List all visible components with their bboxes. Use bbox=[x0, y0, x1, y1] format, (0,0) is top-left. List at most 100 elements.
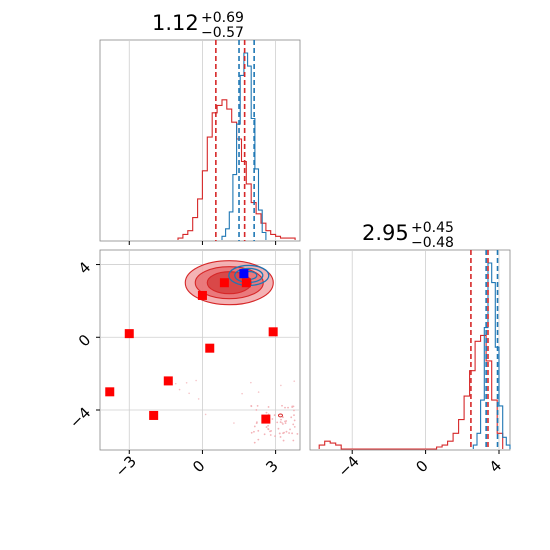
sample-dot bbox=[282, 423, 284, 425]
sample-dot bbox=[253, 425, 256, 428]
red-point-0 bbox=[105, 387, 115, 397]
panel1-title-plus: +0.69 bbox=[201, 10, 244, 26]
sample-dot bbox=[195, 379, 197, 382]
panel3-blue-histogram bbox=[472, 262, 511, 449]
panel1-title-minus: −0.57 bbox=[201, 25, 244, 41]
sample-dot bbox=[197, 398, 200, 400]
sample-dot bbox=[256, 404, 259, 407]
sample-dot bbox=[257, 429, 260, 432]
sample-dot bbox=[257, 438, 260, 441]
red-point-8 bbox=[261, 414, 271, 424]
sample-dot bbox=[278, 432, 281, 435]
sample-dot bbox=[250, 431, 253, 434]
panel2-points bbox=[105, 269, 278, 424]
panel1-frame bbox=[99, 39, 301, 242]
panel2-x-tick-label-2: 3 bbox=[262, 457, 281, 476]
panel2-x-ticks: −3 0 3 bbox=[112, 450, 282, 481]
panel2-sample-scatter bbox=[174, 379, 299, 444]
joint-panel: −3 0 3 −4 0 4 bbox=[66, 249, 301, 481]
panel3-x-ticks: −4 0 4 bbox=[334, 450, 505, 481]
red-point-1 bbox=[124, 329, 134, 339]
sample-dot bbox=[273, 414, 276, 417]
sample-dot bbox=[292, 423, 295, 426]
panel3-x-tick-label-1: 0 bbox=[412, 457, 431, 476]
panel3-quantile-lines bbox=[470, 250, 499, 450]
sample-dot bbox=[285, 420, 288, 422]
panel3-red-histogram bbox=[318, 334, 504, 450]
red-point-6 bbox=[219, 278, 229, 288]
sample-dot bbox=[296, 433, 299, 435]
panel3-histograms bbox=[318, 262, 511, 450]
sample-dot bbox=[204, 413, 207, 416]
red-point-4 bbox=[197, 290, 207, 300]
blue-point bbox=[239, 269, 249, 279]
sample-dot bbox=[282, 439, 285, 442]
sample-dot bbox=[291, 405, 294, 408]
sample-dot bbox=[174, 382, 177, 385]
sample-dot bbox=[290, 416, 293, 419]
sample-dot bbox=[185, 381, 188, 384]
panel2-y-tick-label-2: 4 bbox=[75, 258, 94, 277]
panel1-red-histogram bbox=[177, 99, 296, 240]
red-point-5 bbox=[205, 343, 215, 353]
sample-dot bbox=[241, 392, 243, 395]
sample-dot bbox=[293, 409, 295, 412]
sample-dot bbox=[284, 422, 287, 425]
sample-dot bbox=[282, 432, 284, 435]
red-point-3 bbox=[163, 376, 173, 386]
sample-dot bbox=[282, 416, 284, 419]
panel3-frame bbox=[309, 249, 511, 451]
sample-dot bbox=[178, 388, 181, 391]
panel2-y-ticks: −4 0 4 bbox=[66, 258, 100, 432]
sample-dot bbox=[277, 427, 280, 430]
sample-dot bbox=[293, 425, 296, 428]
sample-dot bbox=[269, 430, 271, 433]
sample-dot bbox=[265, 426, 268, 428]
red-point-2 bbox=[149, 410, 159, 420]
sample-dot bbox=[188, 392, 190, 395]
sample-dot bbox=[263, 433, 266, 436]
sample-dot bbox=[257, 391, 260, 393]
sample-dot bbox=[292, 439, 295, 442]
panel3-title: 2.95 +0.45 −0.48 bbox=[362, 220, 454, 251]
panel3-title-plus: +0.45 bbox=[411, 220, 454, 236]
sample-dot bbox=[274, 435, 276, 438]
sample-dot bbox=[279, 436, 282, 438]
sample-dot bbox=[285, 430, 288, 433]
sample-dot bbox=[281, 404, 283, 407]
panel3-title-minus: −0.48 bbox=[411, 235, 454, 251]
panel2-y-tick-label-1: 0 bbox=[75, 331, 94, 350]
panel1-ticks bbox=[128, 241, 277, 245]
panel3-title-value: 2.95 bbox=[362, 221, 409, 245]
panel2-x-tick-label-1: 0 bbox=[189, 457, 208, 476]
sample-dot bbox=[287, 406, 289, 409]
sample-dot bbox=[280, 418, 282, 421]
sample-dot bbox=[293, 414, 295, 417]
panel1-title: 1.12 +0.69 −0.57 bbox=[152, 10, 244, 41]
panel2-contours bbox=[184, 260, 283, 418]
sample-dot bbox=[281, 422, 283, 424]
red-point-7 bbox=[241, 278, 251, 288]
sample-dot bbox=[293, 419, 296, 422]
sample-dot bbox=[255, 422, 258, 425]
panel2-x-tick-label-0: −3 bbox=[112, 452, 140, 480]
sample-dot bbox=[293, 380, 296, 382]
sample-dot bbox=[267, 428, 270, 430]
panel3-x-tick-label-0: −4 bbox=[334, 452, 362, 480]
sample-dot bbox=[250, 381, 252, 384]
sample-dot bbox=[288, 432, 290, 434]
sample-dot bbox=[233, 422, 235, 424]
sample-dot bbox=[271, 418, 274, 420]
panel3-x-tick-label-2: 4 bbox=[486, 457, 505, 476]
sample-dot bbox=[255, 409, 258, 411]
marginal-panel-2: −4 0 4 2.95 +0.45 −0.48 bbox=[309, 220, 511, 481]
sample-dot bbox=[265, 411, 268, 414]
panel2-red-contour-island bbox=[277, 413, 283, 418]
panel1-grid bbox=[128, 40, 277, 241]
marginal-panel-1: 1.12 +0.69 −0.57 bbox=[99, 10, 301, 245]
sample-dot bbox=[289, 428, 291, 431]
sample-dot bbox=[276, 421, 279, 424]
sample-dot bbox=[269, 434, 272, 436]
sample-dot bbox=[291, 432, 293, 435]
